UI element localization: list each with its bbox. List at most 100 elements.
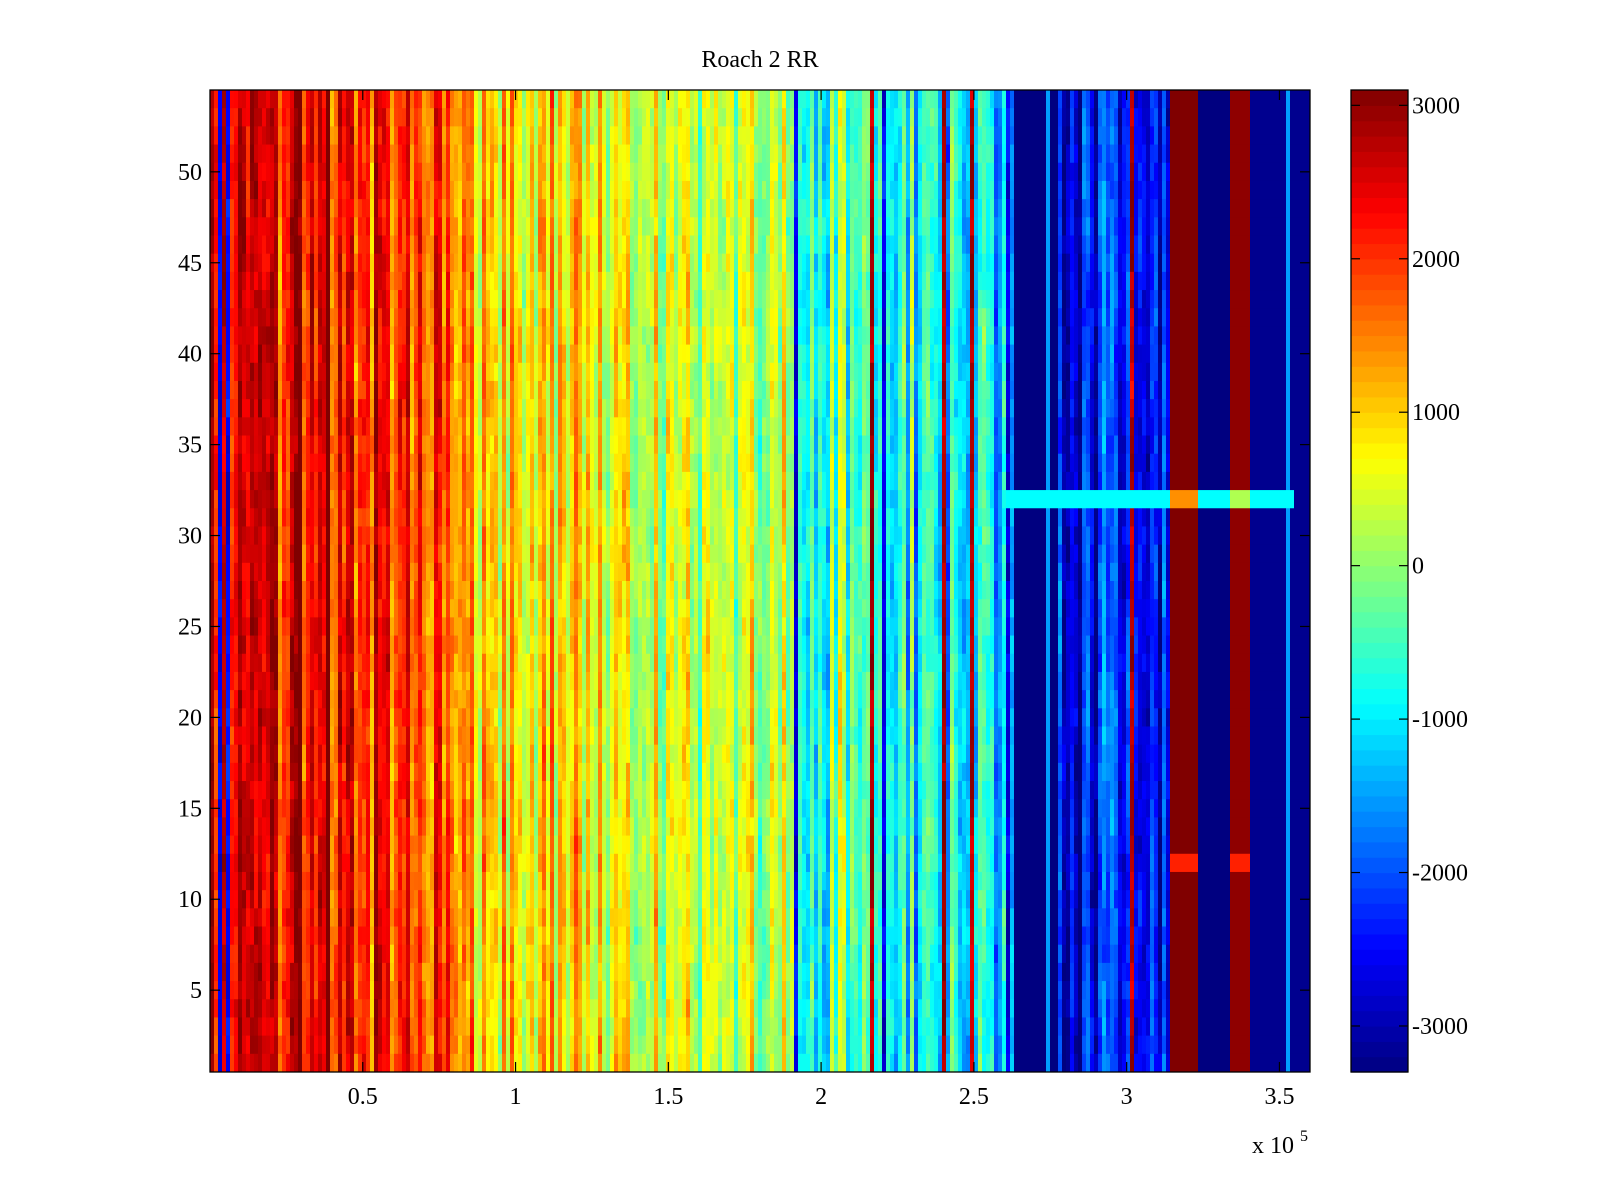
heatmap-cell: [546, 835, 551, 855]
heatmap-cell: [242, 981, 247, 1000]
heatmap-cell: [402, 617, 407, 637]
heatmap-cell: [266, 817, 271, 837]
heatmap-cell: [454, 562, 459, 582]
heatmap-cell: [418, 199, 423, 218]
heatmap-cell: [414, 399, 419, 418]
heatmap-cell: [482, 853, 487, 873]
heatmap-cell: [338, 399, 343, 418]
heatmap-cell: [338, 781, 343, 800]
heatmap-cell: [482, 490, 487, 509]
heatmap-cell: [354, 635, 359, 655]
heatmap-cell: [418, 962, 423, 982]
heatmap-cell: [354, 435, 359, 455]
heatmap-cell: [534, 308, 539, 328]
heatmap-cell: [534, 581, 539, 600]
heatmap-cell: [506, 217, 511, 237]
heatmap-cell: [222, 326, 227, 346]
heatmap-cell: [378, 635, 383, 655]
heatmap-cell: [462, 308, 467, 328]
heatmap-cell: [494, 617, 499, 637]
heatmap-cell: [310, 617, 315, 637]
heatmap-cell: [390, 944, 395, 964]
heatmap-cell: [214, 690, 219, 709]
heatmap-cell: [534, 835, 539, 855]
heatmap-cell: [574, 1017, 579, 1037]
heatmap-cell: [486, 908, 491, 928]
heatmap-cell: [558, 562, 563, 582]
heatmap-cell: [486, 926, 491, 946]
heatmap-cell: [438, 635, 443, 655]
heatmap-cell: [554, 290, 559, 309]
heatmap-cell: [390, 126, 395, 146]
heatmap-cell: [498, 671, 503, 691]
heatmap-cell: [366, 908, 371, 928]
heatmap-cell: [450, 781, 455, 800]
heatmap-cell: [286, 90, 291, 109]
heatmap-cell: [454, 453, 459, 473]
heatmap-cell: [406, 962, 411, 982]
heatmap-cell: [390, 90, 395, 109]
heatmap-cell: [330, 326, 335, 346]
heatmap-cell: [282, 544, 287, 564]
heatmap-cell: [266, 744, 271, 764]
heatmap-cell: [518, 817, 523, 837]
heatmap-cell: [434, 90, 439, 109]
heatmap-cell: [342, 290, 347, 309]
heatmap-cell: [578, 508, 583, 528]
heatmap-cell: [282, 435, 287, 455]
heatmap-cell: [518, 380, 523, 400]
heatmap-cell: [562, 253, 567, 273]
heatmap-cell: [518, 435, 523, 455]
heatmap-cell: [322, 526, 327, 546]
heatmap-cell: [366, 326, 371, 346]
heatmap-cell: [374, 871, 379, 891]
heatmap-cell: [358, 1017, 363, 1037]
heatmap-cell: [394, 944, 399, 964]
heatmap-cell: [490, 217, 495, 237]
heatmap-cell: [390, 962, 395, 982]
heatmap-cell: [534, 453, 539, 473]
heatmap-cell: [238, 890, 243, 909]
heatmap-cell: [554, 835, 559, 855]
heatmap-cell: [578, 599, 583, 618]
heatmap-cell: [286, 271, 291, 291]
heatmap-cell: [238, 653, 243, 673]
heatmap-cell: [254, 562, 259, 582]
heatmap-cell: [362, 344, 367, 364]
heatmap-cell: [550, 90, 555, 109]
heatmap-cell: [354, 599, 359, 618]
heatmap-cell: [330, 108, 335, 127]
heatmap-cell: [310, 162, 315, 182]
heatmap-cell: [254, 544, 259, 564]
heatmap-cell: [562, 635, 567, 655]
heatmap-cell: [258, 999, 263, 1019]
heatmap-cell: [338, 326, 343, 346]
heatmap-cell: [394, 871, 399, 891]
heatmap-cell: [226, 344, 231, 364]
heatmap-cell: [494, 671, 499, 691]
heatmap-cell: [258, 962, 263, 982]
heatmap-cell: [370, 380, 375, 400]
heatmap-cell: [454, 581, 459, 600]
heatmap-cell: [334, 708, 339, 728]
heatmap-cell: [438, 344, 443, 364]
heatmap-cell: [286, 490, 291, 509]
heatmap-cell: [442, 435, 447, 455]
heatmap-cell: [394, 290, 399, 309]
heatmap-cell: [390, 453, 395, 473]
heatmap-cell: [558, 380, 563, 400]
heatmap-cell: [398, 90, 403, 109]
heatmap-cell: [506, 726, 511, 746]
heatmap-cell: [254, 471, 259, 491]
heatmap-cell: [550, 944, 555, 964]
heatmap-cell: [422, 599, 427, 618]
heatmap-cell: [410, 326, 415, 346]
heatmap-cell: [278, 744, 283, 764]
heatmap-cell: [558, 453, 563, 473]
heatmap-cell: [342, 708, 347, 728]
heatmap-cell: [522, 853, 527, 873]
heatmap-cell: [354, 199, 359, 218]
heatmap-cell: [294, 981, 299, 1000]
heatmap-cell: [578, 399, 583, 418]
heatmap-cell: [558, 908, 563, 928]
